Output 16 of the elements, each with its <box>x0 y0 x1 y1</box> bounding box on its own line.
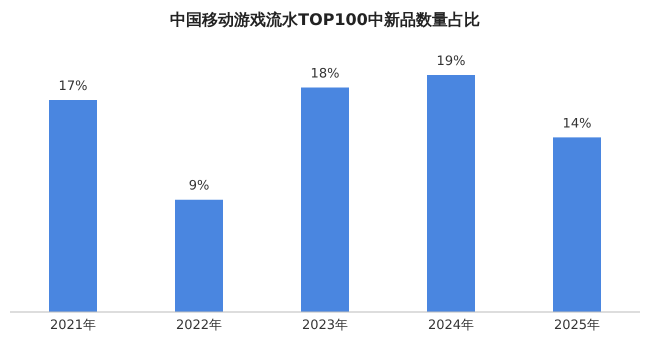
x-tick-label: 2023年 <box>302 318 348 334</box>
bar <box>175 200 223 312</box>
x-tick-label: 2021年 <box>50 318 96 334</box>
x-tick-label: 2025年 <box>554 318 600 334</box>
data-label: 14% <box>562 116 592 132</box>
data-label: 17% <box>58 78 88 94</box>
bar <box>553 137 601 312</box>
x-tick-label: 2024年 <box>428 318 474 334</box>
data-label: 19% <box>436 54 466 69</box>
bar <box>301 87 349 312</box>
chart-title: 中国移动游戏流水TOP100中新品数量占比 <box>169 10 481 31</box>
data-label: 18% <box>310 66 340 82</box>
bar <box>427 75 475 312</box>
data-label: 9% <box>188 178 210 194</box>
x-tick-label: 2022年 <box>176 318 222 334</box>
bar <box>49 100 97 312</box>
